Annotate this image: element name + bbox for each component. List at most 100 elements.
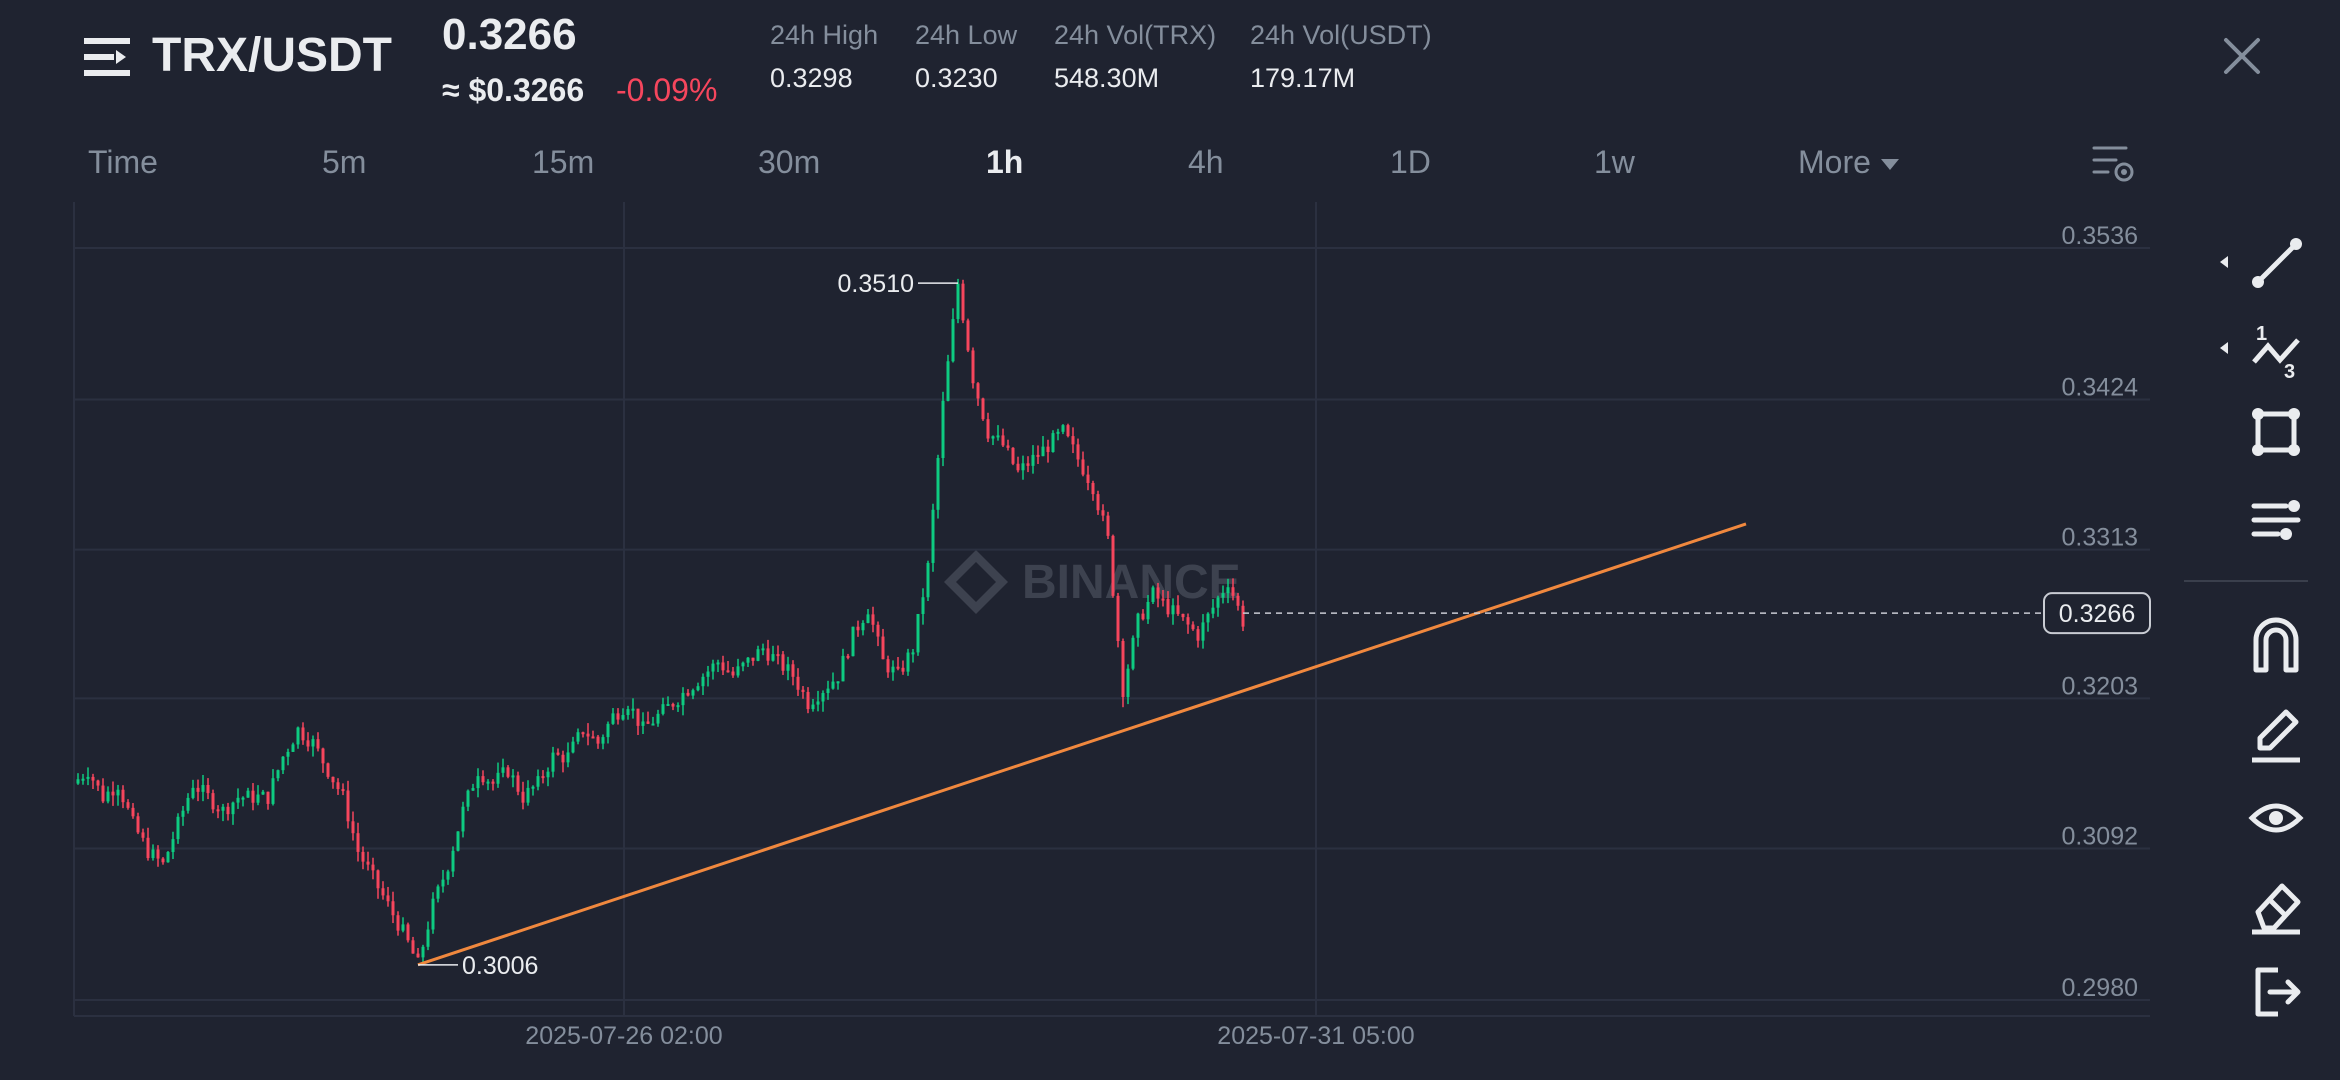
tab-30m[interactable]: 30m — [758, 144, 821, 180]
candle — [381, 888, 385, 896]
candle — [1136, 613, 1140, 638]
candle — [981, 398, 985, 420]
indicator-settings-tool[interactable] — [2216, 488, 2306, 552]
candle — [626, 709, 630, 716]
candle — [156, 849, 160, 859]
candle — [1146, 601, 1150, 620]
high-marker: 0.3510 — [838, 270, 958, 298]
candle — [1141, 613, 1145, 620]
candle — [531, 786, 535, 789]
y-tick-label: 0.3536 — [2062, 222, 2138, 250]
candle — [576, 732, 580, 742]
stat-24h-vol-trx: 24h Vol(TRX) 548.30M — [1054, 20, 1216, 94]
candle — [681, 692, 685, 706]
y-tick-label: 0.3313 — [2062, 524, 2138, 552]
candle — [866, 614, 870, 623]
fibonacci-tool[interactable]: 1 3 — [2216, 316, 2306, 383]
candle — [231, 802, 235, 815]
candle — [351, 821, 355, 834]
candle — [241, 797, 245, 800]
candle — [1221, 593, 1225, 598]
eraser-tool[interactable] — [2216, 872, 2306, 936]
candle — [1201, 622, 1205, 641]
candle — [1026, 463, 1030, 466]
candle — [741, 662, 745, 667]
interval-tabs: Time 5m 15m 30m 1h 4h 1D 1w More — [0, 136, 2180, 192]
tab-more[interactable]: More — [1798, 144, 1899, 181]
stat-value: 0.3230 — [915, 63, 998, 93]
stat-value: 179.17M — [1250, 63, 1356, 93]
candle — [706, 671, 710, 677]
candle — [371, 864, 375, 871]
candle — [881, 636, 885, 660]
candle — [526, 787, 530, 803]
candle — [521, 791, 525, 803]
exit-tool[interactable] — [2216, 960, 2306, 1024]
candle — [1011, 447, 1015, 464]
candle — [921, 597, 925, 614]
candle — [716, 662, 720, 665]
candle — [121, 789, 125, 803]
candle — [326, 763, 330, 777]
candle — [791, 664, 795, 677]
visibility-tool[interactable] — [2216, 786, 2306, 850]
candle — [341, 789, 345, 792]
trend-line-tool[interactable] — [2216, 230, 2306, 294]
candle — [966, 320, 970, 351]
candle — [1121, 640, 1125, 697]
tab-time[interactable]: Time — [88, 144, 158, 180]
candle — [86, 776, 90, 779]
trendline[interactable] — [417, 522, 1747, 967]
candle — [606, 723, 610, 738]
candle — [1106, 515, 1110, 536]
candle — [116, 789, 120, 796]
tab-1h[interactable]: 1h — [986, 144, 1024, 180]
menu-icon[interactable] — [84, 34, 130, 80]
y-tick-label: 0.3092 — [2062, 823, 2138, 851]
magnet-icon — [2253, 617, 2299, 673]
candle — [971, 350, 975, 384]
y-tick-label: 0.3203 — [2062, 672, 2138, 700]
tab-15m[interactable]: 15m — [532, 144, 595, 180]
candle — [901, 667, 905, 672]
candle — [581, 732, 585, 735]
candle — [641, 721, 645, 726]
candles — [76, 278, 1245, 965]
magnet-tool[interactable] — [2216, 612, 2306, 676]
watermark-text: BINANCE — [1022, 556, 1241, 609]
candle — [596, 736, 600, 744]
tab-1w[interactable]: 1w — [1594, 144, 1635, 180]
y-tick-label: 0.2980 — [2062, 974, 2138, 1002]
chart-settings-icon[interactable] — [2090, 140, 2136, 186]
candle — [941, 400, 945, 458]
candle — [1021, 463, 1025, 471]
candle — [391, 901, 395, 916]
candle — [226, 806, 230, 815]
candle — [301, 727, 305, 741]
candle — [1236, 595, 1240, 606]
candle — [946, 361, 950, 401]
tab-5m[interactable]: 5m — [322, 144, 367, 180]
candle — [256, 794, 260, 803]
candle — [221, 806, 225, 811]
tab-4h[interactable]: 4h — [1188, 144, 1224, 180]
stat-24h-high: 24h High 0.3298 — [770, 20, 878, 94]
candle — [181, 810, 185, 817]
candle — [476, 776, 480, 789]
candle — [321, 748, 325, 764]
price-chart[interactable]: BINANCE 0.35360.34240.33130.32030.30920.… — [0, 190, 2180, 1080]
candle — [826, 688, 830, 694]
pair-title[interactable]: TRX/USDT — [152, 29, 392, 82]
candle — [111, 791, 115, 796]
candle — [636, 708, 640, 726]
candle — [406, 924, 410, 941]
rectangle-tool[interactable] — [2216, 400, 2306, 464]
close-icon[interactable] — [2218, 32, 2266, 80]
candle — [501, 767, 505, 773]
tab-1d[interactable]: 1D — [1390, 144, 1431, 180]
pencil-tool[interactable] — [2216, 700, 2306, 764]
candle — [471, 788, 475, 791]
tab-more-label: More — [1798, 144, 1871, 180]
candle — [821, 693, 825, 702]
candle — [141, 832, 145, 838]
